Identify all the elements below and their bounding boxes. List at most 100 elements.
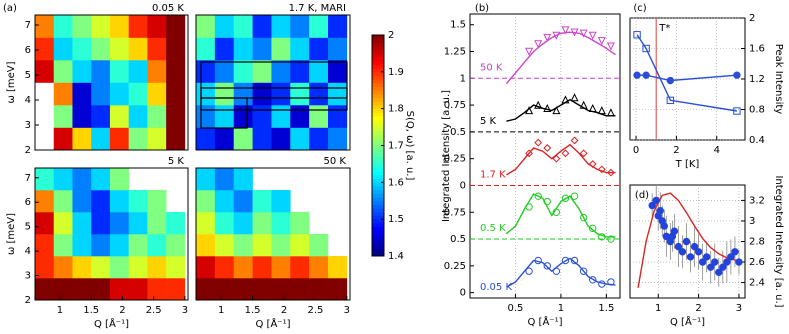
heatmap-cell: [53, 105, 73, 128]
heatmap-cell: [309, 105, 329, 128]
y-tick-label: 7: [25, 20, 31, 31]
heatmap-cell: [252, 37, 272, 61]
colorbar-segment: [372, 71, 384, 76]
heatmap-cell: [72, 82, 92, 106]
x-tick-label: 2.5: [146, 305, 162, 316]
marker: [534, 138, 543, 147]
colorbar-tick-label: 1.6: [388, 177, 404, 188]
colorbar-segment: [372, 186, 384, 191]
series-line: [636, 34, 738, 112]
heatmap-cell: [72, 256, 92, 279]
heatmap-cell: [147, 190, 167, 213]
heatmap-cell: [53, 168, 73, 191]
fit-line: [505, 31, 616, 85]
marker: [588, 160, 597, 168]
heatmap-cell: [147, 82, 167, 106]
colorbar-segment: [372, 35, 384, 40]
y-tick-label: 0: [460, 180, 466, 191]
y2-axis-label: Peak Intensity: [773, 44, 784, 115]
heatmap-cell: [166, 127, 186, 151]
colorbar-segment: [372, 152, 384, 157]
x-tick-label: 2: [695, 303, 701, 314]
heatmap-cell: [214, 168, 235, 191]
x-tick-label: 1: [655, 303, 661, 314]
x-tick-label: 2: [119, 305, 125, 316]
heatmap-cell: [328, 37, 348, 61]
marker: [525, 106, 534, 115]
marker: [570, 28, 579, 37]
heatmap-cell: [128, 60, 148, 83]
heatmap-cell: [290, 60, 310, 83]
colorbar-segment: [372, 64, 384, 69]
heatmap-cell: [147, 37, 167, 61]
marker: [570, 256, 579, 265]
heatmap-cell: [214, 190, 235, 213]
y-tick-label: 2: [25, 295, 31, 306]
colorbar-segment: [372, 197, 384, 202]
y-axis-label: Integrated Intensity [a. u.]: [441, 90, 452, 222]
heatmap-cell: [53, 127, 73, 151]
colorbar-segment: [372, 90, 384, 95]
heatmap-cell: [91, 15, 111, 38]
colorbar-segment: [372, 248, 384, 253]
heatmap-cell: [214, 127, 235, 151]
heatmap-cell: [53, 37, 73, 61]
x-tick-label: 2.5: [307, 305, 323, 316]
heatmap-cell: [196, 60, 216, 83]
y-tick-label: 6: [25, 45, 31, 56]
marker: [543, 262, 551, 270]
heatmap-cell: [290, 82, 310, 106]
colorbar-segment: [372, 119, 384, 124]
heatmap-cell: [53, 82, 73, 106]
heatmap-cell: [53, 278, 73, 301]
heatmap-cell: [328, 256, 348, 279]
marker: [525, 149, 533, 158]
marker: [733, 107, 741, 115]
heatmap-cell: [196, 256, 216, 279]
heatmap-cell: [72, 37, 92, 61]
y-tick-label: 1: [460, 73, 466, 84]
series-label: 50 K: [480, 62, 503, 73]
heatmap-cell: [128, 278, 148, 301]
heatmap-cell: [147, 212, 167, 235]
marker: [543, 103, 552, 113]
heatmap-cell: [128, 105, 148, 128]
heatmap-cell: [109, 212, 129, 235]
y-tick-label: 0: [460, 288, 466, 299]
marker: [534, 100, 543, 109]
heatmap-cell: [109, 15, 129, 38]
heatmap-cell: [252, 82, 272, 106]
marker: [552, 267, 561, 275]
heatmap-cell: [271, 234, 291, 257]
y-tick-label: 2.4: [749, 278, 765, 289]
heatmap-cell: [271, 256, 291, 279]
heatmap-cell: [72, 234, 92, 257]
marker: [606, 108, 615, 117]
y-tick-label: 6: [25, 197, 31, 208]
x-tick-label: 3: [344, 305, 350, 316]
colorbar-segment: [372, 241, 384, 246]
marker: [690, 242, 699, 251]
heatmap-cell: [233, 190, 253, 213]
x-tick-label: 3: [182, 305, 188, 316]
marker: [702, 253, 711, 261]
x-tick-label: 1: [218, 305, 224, 316]
heatmap-cell: [72, 15, 92, 38]
heatmap-cell: [109, 256, 129, 279]
colorbar-segment: [372, 145, 384, 150]
y-tick-label: 7: [25, 173, 31, 184]
marker: [543, 33, 552, 42]
heatmap-cell: [309, 82, 329, 106]
heatmap-cell: [35, 256, 55, 279]
y-tick-label: 0.5: [450, 234, 466, 245]
heatmap-cell: [147, 278, 167, 301]
heatmap-cell: [91, 168, 111, 191]
marker: [733, 71, 741, 79]
marker: [678, 248, 687, 256]
heatmap-cell: [290, 256, 310, 279]
marker: [648, 201, 656, 210]
colorbar-segment: [372, 104, 384, 110]
heatmap-cell: [271, 60, 291, 83]
heatmap-cell: [109, 37, 129, 61]
